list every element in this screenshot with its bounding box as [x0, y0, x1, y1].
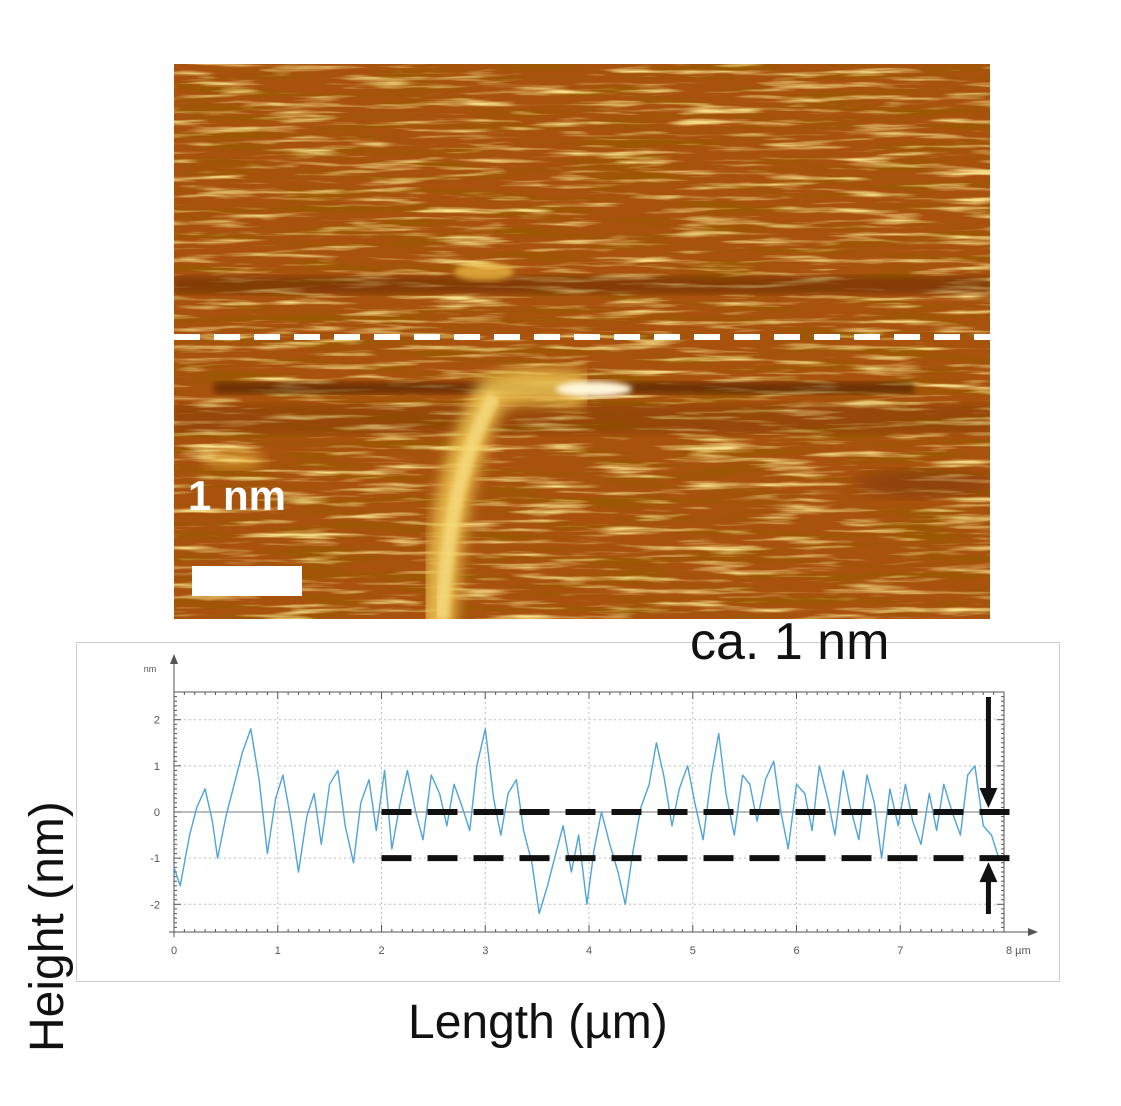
y-tick-label: 0 [154, 807, 160, 819]
x-tick-label: 4 [586, 945, 592, 957]
afm-height-image [174, 64, 990, 619]
afm-bright-spot [556, 381, 632, 397]
x-tick-label: 1 [275, 945, 281, 957]
x-tick-label: 3 [482, 945, 488, 957]
y-tick-label: -2 [150, 899, 160, 911]
height-annotation: ca. 1 nm [690, 613, 890, 671]
down-arrow-head [979, 788, 998, 808]
y-axis-arrowhead [170, 654, 178, 664]
y-tick-label: -1 [150, 853, 160, 865]
x-unit-label: 8 µm [1006, 945, 1031, 957]
y-axis-label: Height (nm) [21, 801, 74, 1052]
x-axis-label: Length (µm) [408, 996, 668, 1049]
x-tick-label: 2 [378, 945, 384, 957]
height-profile-chart: 0 1 2 3 4 5 6 7 8 µm 2 1 0 -1 -2 nm [76, 642, 1060, 982]
y-tick-label: 1 [154, 761, 160, 773]
height-profile-line [173, 728, 1000, 915]
scale-bar-label: 1 nm [188, 472, 287, 519]
y-unit-label: nm [144, 664, 157, 674]
scale-bar [192, 566, 302, 596]
x-axis-arrowhead [1028, 928, 1038, 936]
x-tick-label: 6 [793, 945, 799, 957]
y-tick-label: 2 [154, 715, 160, 727]
x-tick-label: 5 [690, 945, 696, 957]
up-arrow-head [979, 862, 998, 883]
x-tick-label: 0 [171, 945, 177, 957]
x-tick-label: 7 [897, 945, 903, 957]
